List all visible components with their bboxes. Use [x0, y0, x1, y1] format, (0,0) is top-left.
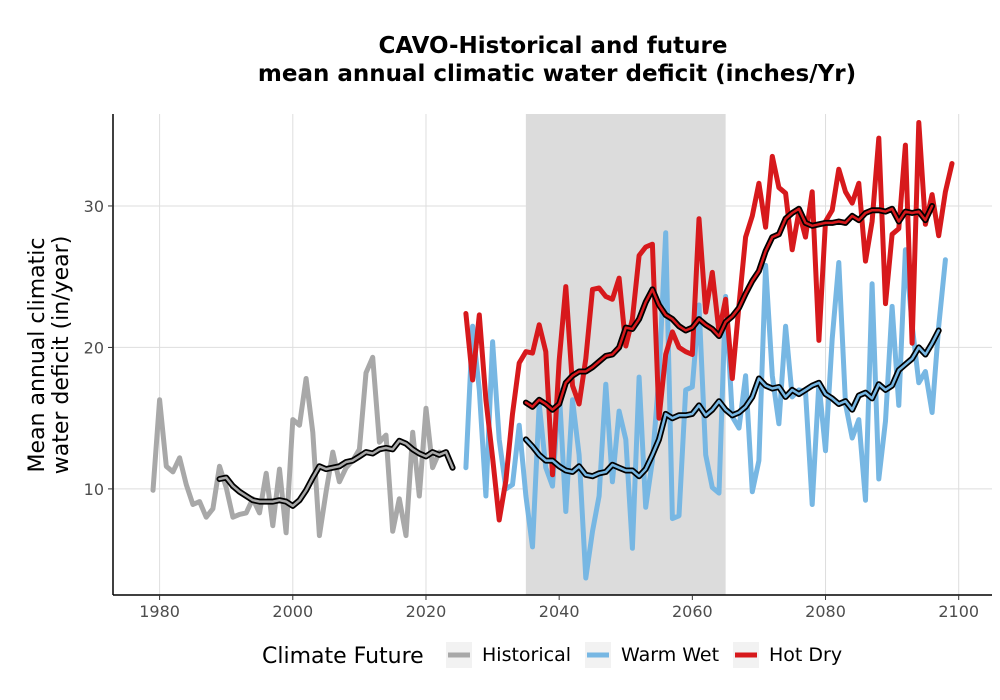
legend-label-warm-wet: Warm Wet [621, 644, 719, 666]
x-tick-label-2000: 2000 [272, 602, 313, 621]
legend: Climate Future Historical Warm Wet Hot Dry [262, 642, 842, 669]
x-tick-label-1980: 1980 [139, 602, 180, 621]
y-axis-title-line-2: water deficit (in/year) [49, 236, 74, 475]
legend-title: Climate Future [262, 644, 424, 669]
plot-area: 1980 2000 2020 2040 2060 2080 2100 10 20 30 [84, 114, 992, 621]
x-tick-label-2060: 2060 [672, 602, 713, 621]
x-tick-label-2020: 2020 [406, 602, 447, 621]
smooth-line-historical [218, 439, 454, 508]
series-line-historical [150, 354, 442, 539]
series-line-warm-wet [463, 230, 948, 581]
x-tick-label-2040: 2040 [539, 602, 580, 621]
y-axis-title: Mean annual climatic water deficit (in/y… [25, 236, 74, 475]
chart-title-line-2: mean annual climatic water deficit (inch… [258, 61, 856, 87]
chart-title-line-1: CAVO-Historical and future [379, 33, 728, 59]
x-tick-label-2100: 2100 [938, 602, 979, 621]
x-tick-label-2080: 2080 [805, 602, 846, 621]
y-tick-label-10: 10 [84, 480, 104, 499]
chart-title: CAVO-Historical and future mean annual c… [258, 33, 856, 87]
y-tick-label-20: 20 [84, 338, 104, 357]
smooth-line-hot-dry [524, 204, 934, 411]
legend-label-hot-dry: Hot Dry [769, 644, 842, 666]
y-tick-label-30: 30 [84, 197, 104, 216]
smooth-line-warm-wet [524, 329, 940, 478]
series-line-hot-dry [463, 120, 955, 523]
y-axis-title-line-1: Mean annual climatic [25, 238, 50, 473]
legend-label-historical: Historical [482, 644, 571, 666]
